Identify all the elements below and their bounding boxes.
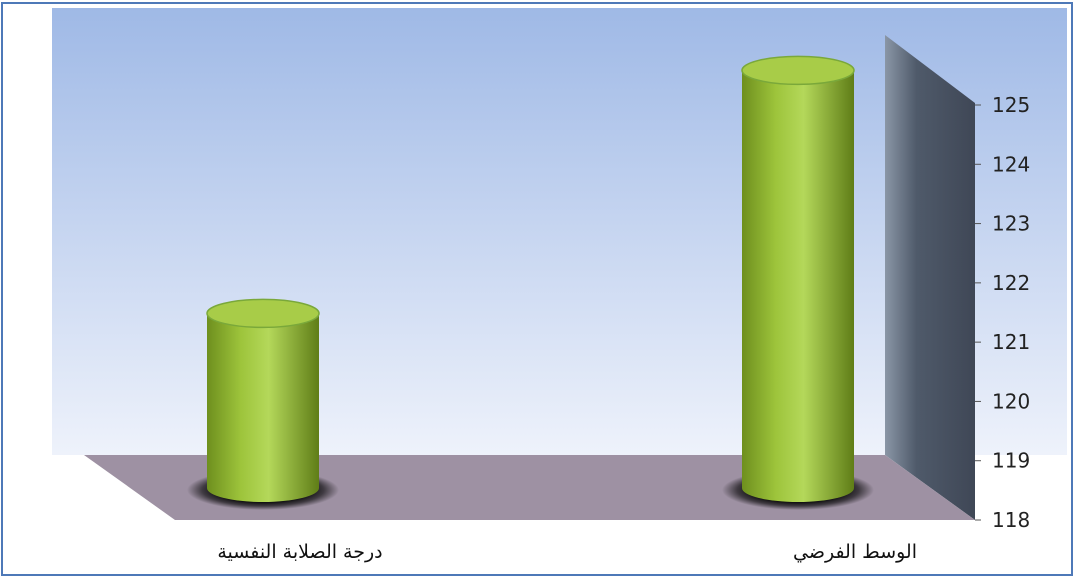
bar-top (206, 298, 320, 329)
bar (742, 70, 854, 502)
bar-top (741, 55, 855, 86)
y-tick-label: 120 (992, 389, 1030, 413)
plot-area-side-wall (885, 35, 975, 520)
y-tick-label: 123 (992, 212, 1030, 236)
y-tick-label: 125 (992, 93, 1030, 117)
bar (207, 313, 319, 502)
y-axis: 118 119 120 121 122 123 124 125 (975, 93, 1030, 532)
y-tick-label: 118 (992, 508, 1030, 532)
x-tick-label: الوسط الفرضي (793, 541, 917, 563)
y-tick-label: 124 (992, 152, 1030, 176)
y-tick-label: 119 (992, 449, 1030, 473)
x-tick-label: درجة الصلابة النفسية (217, 541, 382, 563)
y-tick-label: 122 (992, 271, 1030, 295)
x-axis: الوسط الفرضي درجة الصلابة النفسية (217, 541, 917, 563)
bars (187, 55, 874, 510)
y-tick-label: 121 (992, 330, 1030, 354)
